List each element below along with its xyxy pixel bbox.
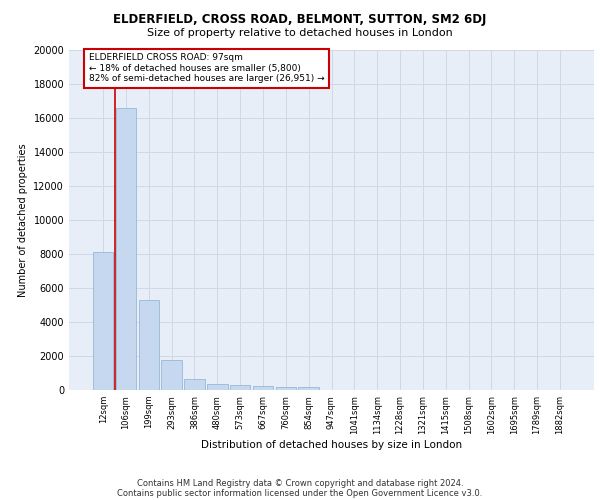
Text: Contains public sector information licensed under the Open Government Licence v3: Contains public sector information licen… xyxy=(118,488,482,498)
Text: Size of property relative to detached houses in London: Size of property relative to detached ho… xyxy=(147,28,453,38)
Bar xyxy=(253,386,273,390)
Bar xyxy=(139,300,159,390)
Bar xyxy=(207,384,227,390)
X-axis label: Distribution of detached houses by size in London: Distribution of detached houses by size … xyxy=(201,440,462,450)
Bar xyxy=(161,360,182,390)
Bar xyxy=(93,252,113,390)
Y-axis label: Number of detached properties: Number of detached properties xyxy=(18,143,28,297)
Text: ELDERFIELD CROSS ROAD: 97sqm
← 18% of detached houses are smaller (5,800)
82% of: ELDERFIELD CROSS ROAD: 97sqm ← 18% of de… xyxy=(89,54,325,83)
Bar xyxy=(184,379,205,390)
Text: Contains HM Land Registry data © Crown copyright and database right 2024.: Contains HM Land Registry data © Crown c… xyxy=(137,478,463,488)
Bar xyxy=(116,108,136,390)
Bar xyxy=(275,387,296,390)
Bar xyxy=(230,386,250,390)
Bar xyxy=(298,388,319,390)
Text: ELDERFIELD, CROSS ROAD, BELMONT, SUTTON, SM2 6DJ: ELDERFIELD, CROSS ROAD, BELMONT, SUTTON,… xyxy=(113,12,487,26)
